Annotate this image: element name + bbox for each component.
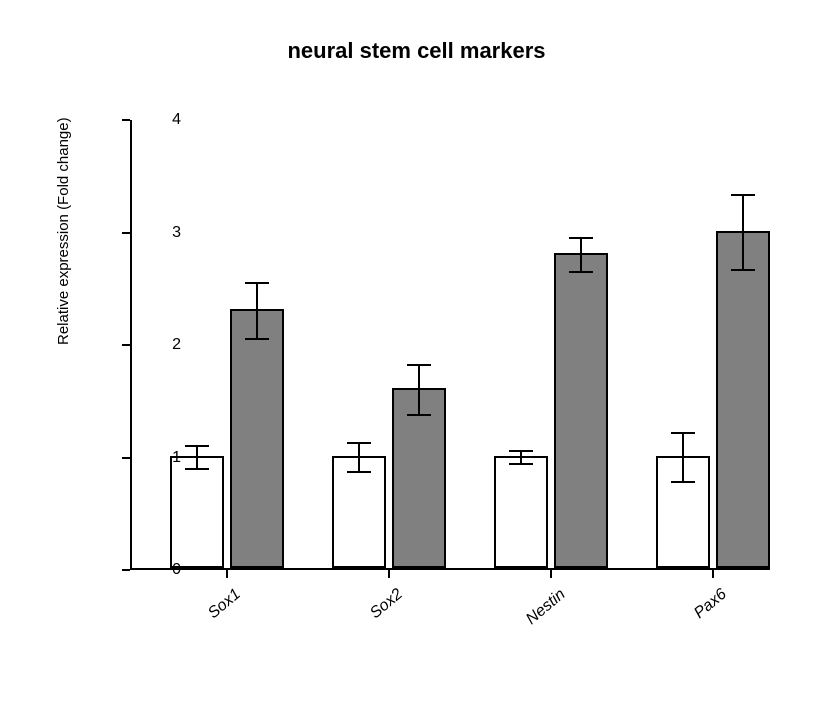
x-tick-label: Pax6 — [691, 586, 731, 623]
error-cap — [407, 414, 431, 416]
chart-container: neural stem cell markers Relative expres… — [0, 0, 833, 706]
bar-treatment — [554, 253, 608, 568]
x-tick — [712, 570, 714, 578]
x-tick — [388, 570, 390, 578]
y-tick — [122, 119, 130, 121]
y-axis — [130, 120, 132, 570]
plot-area — [130, 120, 770, 570]
error-bar — [418, 365, 420, 415]
y-tick-label: 4 — [172, 111, 181, 129]
error-cap — [185, 445, 209, 447]
error-cap — [671, 481, 695, 483]
x-tick-label: Sox2 — [367, 586, 407, 623]
error-bar — [682, 433, 684, 483]
error-cap — [569, 237, 593, 239]
y-tick-label: 0 — [172, 561, 181, 579]
error-cap — [671, 432, 695, 434]
error-cap — [509, 450, 533, 452]
bar-treatment — [230, 309, 284, 568]
y-tick — [122, 232, 130, 234]
x-tick — [550, 570, 552, 578]
y-tick-label: 3 — [172, 224, 181, 242]
error-bar — [520, 451, 522, 465]
error-bar — [256, 283, 258, 339]
error-bar — [580, 238, 582, 272]
error-cap — [569, 271, 593, 273]
y-axis-label: Relative expression (Fold change) — [55, 117, 72, 345]
y-tick — [122, 344, 130, 346]
x-tick — [226, 570, 228, 578]
error-cap — [245, 338, 269, 340]
error-cap — [731, 269, 755, 271]
x-tick-label: Sox1 — [205, 586, 245, 623]
error-cap — [347, 471, 371, 473]
y-tick-label: 2 — [172, 336, 181, 354]
x-tick-label: Nestin — [523, 586, 569, 629]
error-cap — [509, 463, 533, 465]
y-tick — [122, 457, 130, 459]
bar-control — [170, 456, 224, 569]
error-cap — [185, 468, 209, 470]
error-bar — [358, 443, 360, 472]
error-bar — [742, 195, 744, 269]
error-cap — [407, 364, 431, 366]
error-cap — [731, 194, 755, 196]
error-cap — [347, 442, 371, 444]
y-tick — [122, 569, 130, 571]
bar-treatment — [716, 231, 770, 569]
y-tick-label: 1 — [172, 449, 181, 467]
error-cap — [245, 282, 269, 284]
bar-control — [494, 456, 548, 569]
error-bar — [196, 446, 198, 469]
chart-title: neural stem cell markers — [0, 38, 833, 64]
